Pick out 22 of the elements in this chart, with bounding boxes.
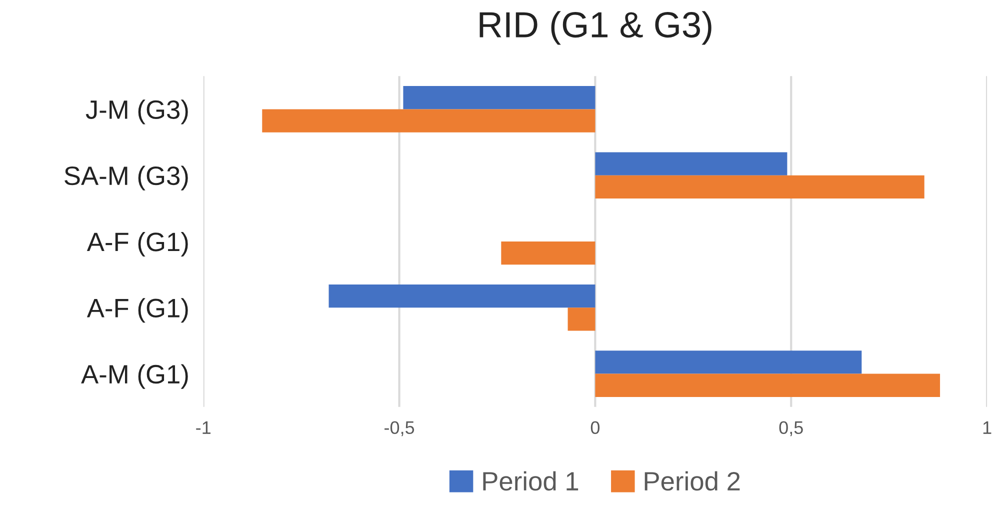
chart-title: RID (G1 & G3) xyxy=(480,11,712,45)
y-tick-label: A-F (G1) xyxy=(86,298,188,323)
bar xyxy=(595,175,924,198)
bar xyxy=(262,109,596,132)
bar xyxy=(595,374,940,397)
x-tick-label: 1 xyxy=(983,421,992,434)
x-tick-label: 0,5 xyxy=(779,421,803,436)
bar xyxy=(403,86,596,110)
y-tick-label: J-M (G3) xyxy=(86,100,188,124)
x-tick-label: -1 xyxy=(196,421,211,434)
y-tick-label: A-M (G1) xyxy=(81,364,188,389)
bar xyxy=(568,308,596,331)
bar xyxy=(595,152,788,176)
bar xyxy=(501,242,596,265)
legend-label: Period 2 xyxy=(644,471,740,491)
bar xyxy=(328,284,596,308)
y-tick-label: SA-M (G3) xyxy=(64,166,188,190)
legend-label: Period 1 xyxy=(483,471,578,491)
y-tick-label: A-F (G1) xyxy=(86,232,188,257)
x-tick-label: 0 xyxy=(590,421,600,434)
x-tick-label: -0,5 xyxy=(384,421,414,436)
bar xyxy=(595,350,862,374)
